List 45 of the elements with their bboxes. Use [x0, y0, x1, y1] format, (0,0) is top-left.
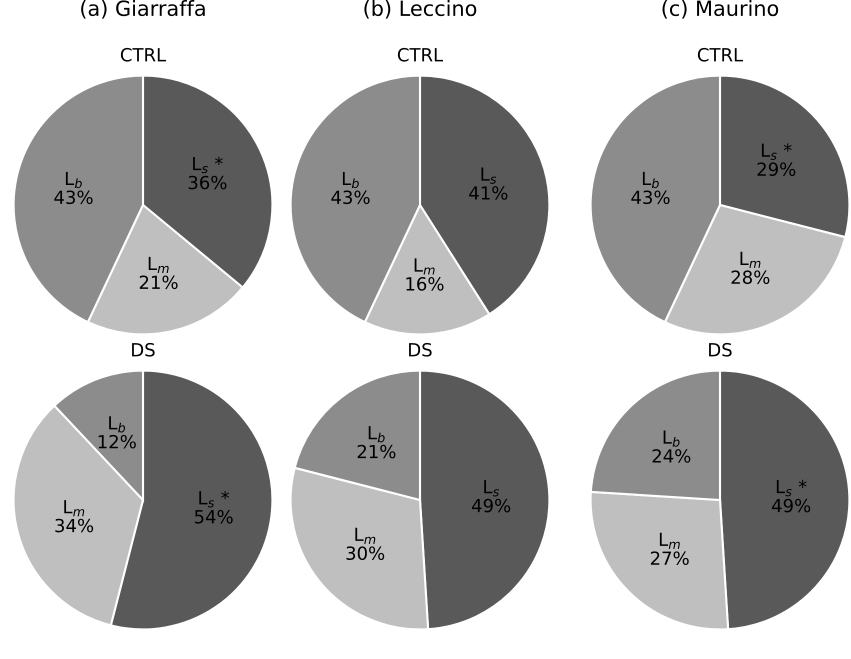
chart-subtitle: CTRL: [398, 48, 444, 62]
slice-label: L$_{m}$: [414, 258, 435, 275]
data-label: 21%: [358, 444, 396, 458]
data-label: 36%: [188, 176, 226, 190]
chart-subtitle: CTRL: [120, 48, 166, 62]
chart-title: (c) Maurino: [662, 0, 778, 19]
chart-subtitle: CTRL: [698, 48, 744, 62]
slice-label: L$_{b}$: [642, 172, 659, 188]
slice-label: L$_{s}$ *: [762, 143, 792, 160]
data-label: 21%: [140, 275, 178, 290]
slice-label: L$_{b}$: [109, 416, 126, 433]
chart-title: DS: [709, 342, 732, 357]
data-label: 29%: [758, 162, 796, 176]
data-label: 41%: [469, 186, 508, 200]
data-label: 28%: [732, 270, 770, 284]
chart-title: DS: [132, 342, 155, 357]
data-label: 30%: [346, 546, 384, 560]
data-label: 27%: [650, 551, 689, 565]
slice-label: L$_{b}$: [66, 172, 82, 188]
chart-title: DS: [409, 342, 432, 357]
data-label: 49%: [772, 498, 810, 512]
slice-label: L$_{m}$: [148, 256, 169, 273]
data-label: 12%: [98, 434, 136, 448]
slice-label: L$_{s}$ *: [776, 480, 807, 496]
slice-label: L$_{m}$: [355, 528, 376, 544]
data-label: 16%: [406, 277, 444, 291]
slice-label: L$_{b}$: [368, 426, 385, 442]
data-label: 34%: [55, 518, 94, 532]
slice-label: L$_{m}$: [740, 252, 760, 268]
slice-label: L$_{m}$: [660, 532, 680, 549]
slice-label: L$_{m}$: [64, 500, 84, 516]
slice-label: L$_{s}$ *: [199, 490, 230, 508]
slice-label: L$_{s}$: [481, 168, 496, 184]
data-label: 24%: [652, 449, 690, 463]
data-label: 49%: [472, 498, 510, 512]
data-label: 54%: [194, 510, 233, 524]
data-label: 43%: [631, 190, 670, 204]
data-label: 43%: [331, 190, 370, 204]
data-label: 43%: [54, 190, 93, 204]
chart-title: (a) Giarraffa: [81, 0, 205, 19]
chart-title: (b) Leccino: [364, 0, 476, 19]
slice-label: L$_{b}$: [342, 172, 359, 188]
slice-label: L$_{s}$: [484, 480, 500, 496]
slice-label: L$_{b}$: [664, 430, 680, 447]
slice-label: L$_{s}$ *: [193, 156, 223, 174]
